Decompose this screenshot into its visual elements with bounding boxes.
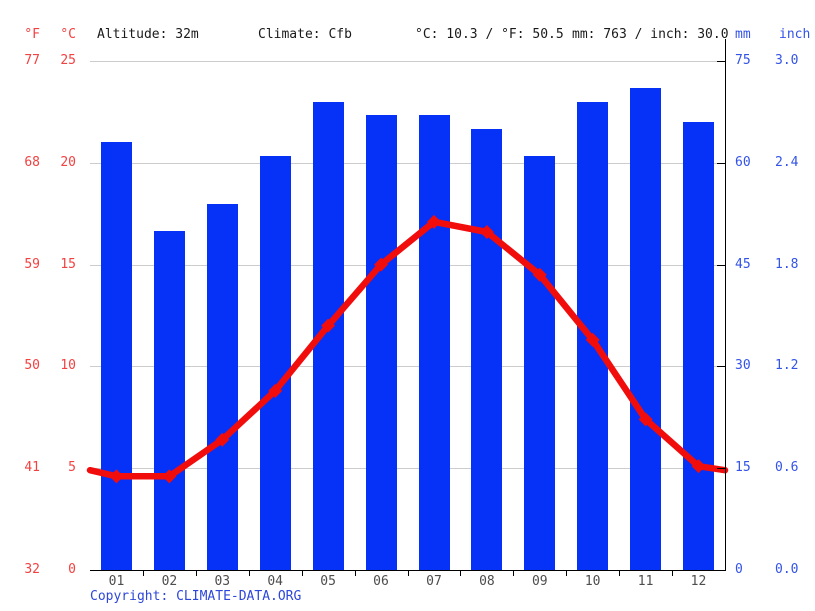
c-label: 10 [60,358,76,374]
month-label-03: 03 [214,574,231,589]
copyright-label: Copyright: [90,589,169,604]
month-label-11: 11 [637,574,654,589]
month-label-05: 05 [320,574,336,589]
temperature-marker-04 [268,383,283,398]
mm-label: 60 [735,154,751,170]
precip-bar-01 [101,142,132,570]
copyright-link[interactable]: CLIMATE-DATA.ORG [176,589,302,604]
x-axis-tick [619,570,621,576]
mm-label: 0 [735,562,743,577]
temperature-marker-09 [532,267,547,282]
gridline [90,61,725,62]
right-axis-tick [717,61,725,62]
gridline [90,366,725,368]
month-label-02: 02 [161,574,178,589]
temperature-polyline [86,218,729,480]
inch-label: 0.6 [775,460,799,476]
inch-label: 2.4 [775,154,799,170]
x-axis-tick [195,570,197,576]
celsius-unit-label: °C [60,27,76,42]
mm-unit-label: mm [735,27,751,42]
temperature-marker-12 [691,459,706,474]
right-axis-tick [717,468,725,470]
month-label-08: 08 [479,574,495,589]
precip-bar-11 [630,88,662,570]
month-label-10: 10 [584,574,601,589]
x-axis-tick [301,570,303,576]
x-axis-tick [513,570,515,576]
month-label-12: 12 [690,574,707,589]
f-label: 77 [24,53,40,68]
temperature-marker-05 [321,318,336,333]
f-label: 59 [24,256,40,272]
c-label: 15 [60,256,76,272]
f-label: 32 [24,562,40,577]
precip-bar-12 [683,122,714,570]
temperature-summary-label: °C: 10.3 / °F: 50.5 [415,27,564,42]
precip-bar-07 [418,115,450,570]
precip-bar-06 [365,115,397,570]
precip-bar-02 [153,230,185,570]
fahrenheit-unit-label: °F [24,27,40,42]
c-label: 5 [68,460,76,476]
f-label: 68 [24,154,40,170]
mm-label: 30 [735,358,751,374]
c-label: 20 [60,154,76,170]
gridline [90,264,725,266]
precip-bar-03 [206,203,238,570]
gridline [90,162,725,164]
x-axis-tick [672,570,674,576]
mm-label: 45 [735,256,751,272]
temperature-marker-06 [374,257,389,272]
temperature-marker-01 [109,469,124,484]
right-axis-line [725,39,726,571]
temperature-marker-08 [479,225,494,240]
inch-unit-label: inch [779,27,811,42]
month-label-01: 01 [108,574,125,589]
temperature-marker-03 [215,432,230,447]
temperature-marker-07 [426,214,441,229]
x-axis-tick [460,570,462,576]
right-axis-tick [717,162,725,164]
month-label-09: 09 [531,574,548,589]
temperature-marker-10 [585,332,600,347]
x-axis-tick [566,570,568,576]
climate-class-label: Climate: Cfb [258,27,352,42]
inch-label: 1.8 [775,256,799,272]
c-label: 25 [60,53,76,68]
right-axis-tick [717,264,725,266]
x-axis-tick [407,570,409,576]
mm-label: 15 [735,460,751,476]
altitude-label: Altitude: 32m [97,27,199,42]
gridline [90,468,725,470]
precipitation-summary-label: mm: 763 / inch: 30.0 [572,27,729,42]
temperature-marker-11 [638,412,653,427]
precip-bar-04 [259,156,291,570]
precip-bar-09 [524,156,556,570]
precip-bar-08 [471,128,503,570]
month-label-06: 06 [373,574,389,589]
c-label: 0 [68,562,76,577]
f-label: 50 [24,358,40,374]
x-axis-tick [354,570,356,576]
right-axis-tick [717,570,725,571]
mm-label: 75 [735,53,751,68]
copyright: Copyright: CLIMATE-DATA.ORG [90,589,301,604]
inch-label: 0.0 [775,562,799,577]
month-label-07: 07 [426,574,442,589]
x-axis-tick [142,570,144,576]
f-label: 41 [24,460,40,476]
inch-label: 1.2 [775,358,799,374]
inch-label: 3.0 [775,53,799,68]
temperature-marker-02 [162,469,177,484]
x-axis-tick [248,570,250,576]
right-axis-tick [717,366,725,368]
month-label-04: 04 [267,574,284,589]
